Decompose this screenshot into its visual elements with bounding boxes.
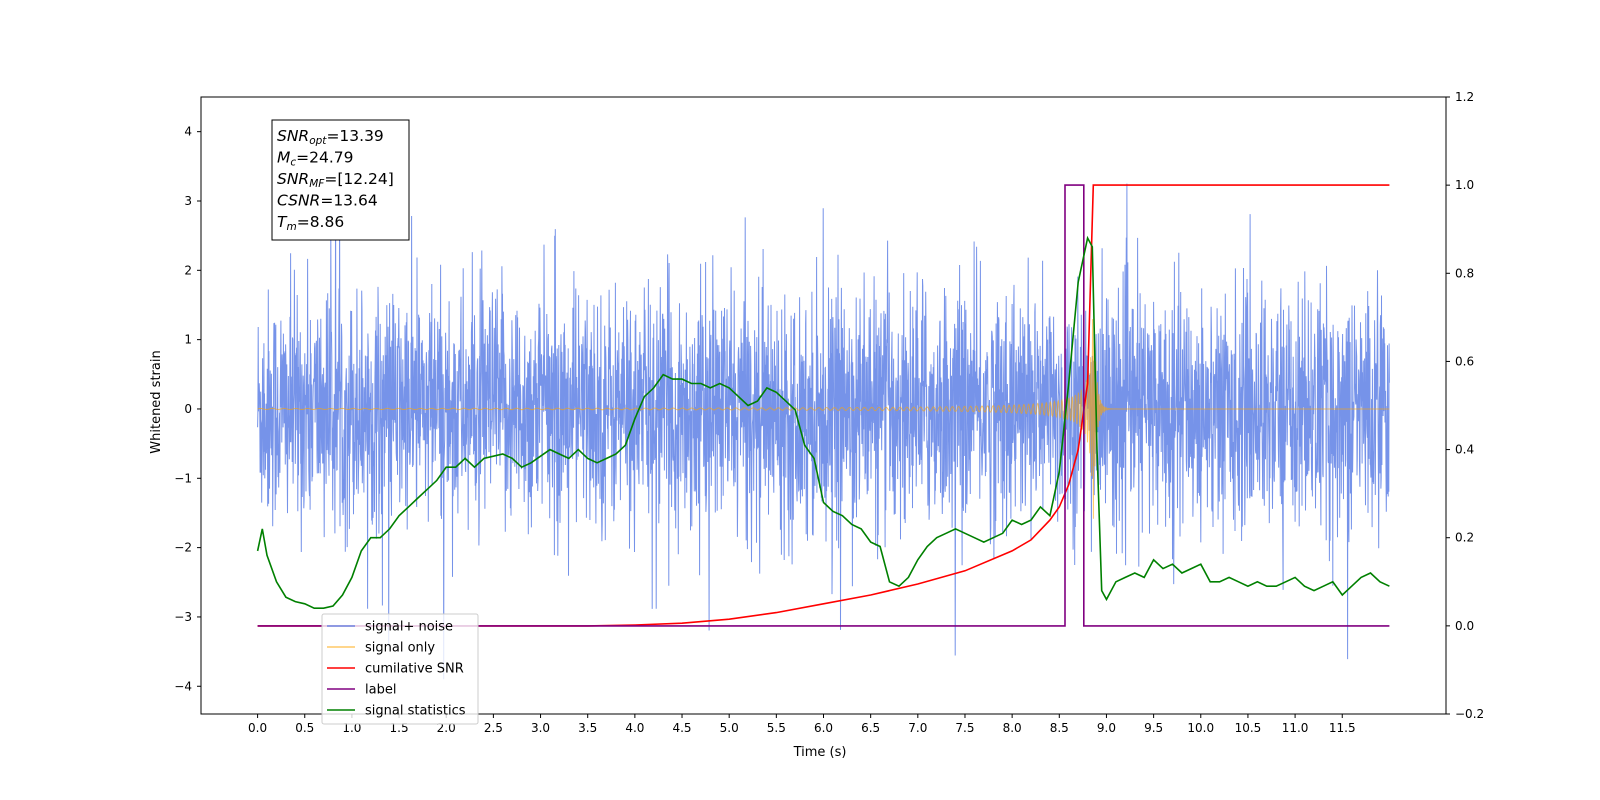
legend-label: label — [365, 683, 396, 698]
x-tick-label: 0.5 — [295, 721, 314, 735]
y-axis-right-ticks: 1.2 1.0 0.8 0.6 0.4 0.2 0.0 −0.2 — [1446, 90, 1484, 721]
y-tick-label: 3 — [184, 194, 192, 208]
x-tick-label: 4.0 — [625, 721, 644, 735]
x-tick-label: 7.0 — [908, 721, 927, 735]
y-tick-label: −1 — [174, 471, 192, 485]
y-tick-label: −4 — [174, 679, 192, 693]
y-tick-label: 1 — [184, 333, 192, 347]
legend-label: signal statistics — [365, 704, 466, 719]
x-tick-label: 4.5 — [672, 721, 691, 735]
x-axis-label: Time (s) — [793, 745, 847, 760]
x-tick-label: 5.5 — [767, 721, 786, 735]
y2-tick-label: −0.2 — [1455, 707, 1484, 721]
y2-tick-label: 0.8 — [1455, 266, 1474, 280]
y2-tick-label: 0.2 — [1455, 531, 1474, 545]
y-axis-label: Whitened strain — [149, 350, 164, 453]
annotation-line: SNRMF=[12.24] — [277, 170, 394, 190]
x-tick-label: 3.5 — [578, 721, 597, 735]
y2-tick-label: 1.2 — [1455, 90, 1474, 104]
y-tick-label: −3 — [174, 610, 192, 624]
annotation-line: Tm=8.86 — [277, 213, 344, 233]
x-tick-label: 9.5 — [1144, 721, 1163, 735]
x-tick-label: 8.5 — [1050, 721, 1069, 735]
series-signal-only-line — [257, 319, 1390, 519]
legend-label: signal only — [365, 641, 435, 656]
annotation-frame — [271, 119, 410, 241]
annotation-line: CSNR=13.64 — [277, 192, 378, 210]
annotation-line: SNRopt=13.39 — [277, 127, 384, 147]
plot-area — [256, 183, 1390, 680]
x-tick-label: 3.0 — [531, 721, 550, 735]
series-signal-noise-line — [257, 183, 1390, 680]
x-tick-label: 10.0 — [1187, 721, 1214, 735]
annotation-line: Mc=24.79 — [277, 149, 354, 169]
x-tick-label: 5.0 — [720, 721, 739, 735]
legend: signal+ noise signal only cumilative SNR la… — [321, 613, 479, 725]
y2-tick-label: 0.6 — [1455, 354, 1474, 368]
y2-tick-label: 1.0 — [1455, 178, 1474, 192]
series-label-line — [257, 184, 1390, 627]
x-tick-label: 6.5 — [861, 721, 880, 735]
series-cumulative-snr-line — [257, 184, 1390, 627]
x-tick-label: 10.5 — [1235, 721, 1262, 735]
series-signal-statistics-line — [256, 235, 1390, 610]
x-tick-label: 11.5 — [1329, 721, 1356, 735]
y-tick-label: 0 — [184, 402, 192, 416]
x-tick-label: 9.0 — [1097, 721, 1116, 735]
x-tick-label: 2.5 — [484, 721, 503, 735]
x-tick-label: 6.0 — [814, 721, 833, 735]
y-tick-label: 4 — [184, 125, 192, 139]
legend-label: cumilative SNR — [365, 662, 464, 677]
x-tick-label: 0.0 — [248, 721, 267, 735]
y-tick-label: 2 — [184, 263, 192, 277]
y2-tick-label: 0.0 — [1455, 619, 1474, 633]
legend-frame — [321, 613, 479, 725]
x-tick-label: 7.5 — [955, 721, 974, 735]
legend-label: signal+ noise — [365, 620, 453, 635]
x-tick-label: 8.0 — [1003, 721, 1022, 735]
y2-tick-label: 0.4 — [1455, 443, 1474, 457]
y-axis-left-ticks: 4 3 2 1 0 −1 −2 −3 −4 — [174, 125, 201, 693]
y-tick-label: −2 — [174, 541, 192, 555]
x-tick-label: 11.0 — [1282, 721, 1309, 735]
